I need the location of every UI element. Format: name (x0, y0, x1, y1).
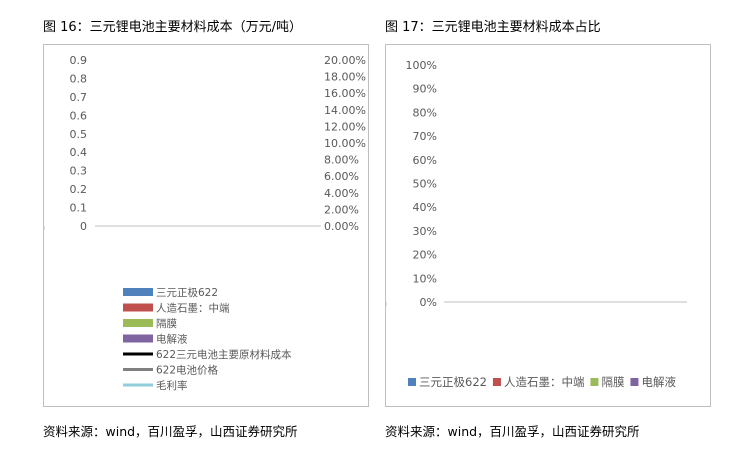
right-chart-panel: 0%10%20%30%40%50%60%70%80%90%100%2022/03… (325, 44, 711, 407)
left-y-tick-label: 0.7 (70, 91, 88, 104)
right-legend-swatch (630, 378, 639, 386)
right-y-tick-label: 0.00% (324, 220, 359, 233)
left-legend-label: 隔膜 (156, 318, 177, 330)
right-legend-item: 隔膜 (590, 375, 624, 389)
left-legend-swatch (123, 334, 153, 343)
right-chart-y-tick-label: 20% (413, 249, 437, 262)
right-y-tick-label: 14.00% (324, 104, 366, 117)
left-legend-item: 三元正极622 (123, 286, 218, 299)
right-figure-title: 图 17：三元锂电池主要材料成本占比 (385, 20, 601, 35)
left-legend-label: 622电池价格 (156, 364, 219, 377)
right-chart-y-tick-label: 90% (413, 83, 437, 96)
left-y-tick-label: 0.5 (70, 128, 88, 141)
right-legend-swatch (492, 378, 501, 386)
left-legend-swatch (123, 319, 153, 327)
right-source-note: 资料来源：wind，百川盈孚，山西证券研究所 (385, 424, 640, 439)
right-legend-label: 隔膜 (601, 375, 624, 389)
left-y-tick-label: 0.3 (70, 165, 88, 178)
right-chart-y-tick-label: 70% (413, 130, 437, 143)
right-chart-y-tick-label: 10% (413, 272, 437, 285)
left-legend-item: 人造石墨：中端 (123, 302, 230, 315)
left-figure-title: 图 16：三元锂电池主要材料成本（万元/吨） (43, 20, 303, 35)
right-chart: 0%10%20%30%40%50%60%70%80%90%100%2022/03… (325, 59, 687, 389)
right-y-tick-label: 20.00% (324, 54, 366, 67)
left-chart-panel: 0 0.1 0.2 0.3 0.4 0.5 0.6 0.7 0.8 0.9 0.00% 2.00% 4.… (0, 44, 369, 407)
left-y-tick-label: 0.1 (70, 202, 88, 215)
left-source-note: 资料来源：wind，百川盈孚，山西证券研究所 (43, 424, 298, 439)
left-legend-label: 三元正极622 (156, 286, 218, 299)
right-legend-item: 电解液 (630, 375, 676, 389)
right-legend-swatch (590, 378, 599, 386)
left-legend-item: 毛利率 (123, 379, 188, 392)
right-y-tick-label: 10.00% (324, 137, 366, 150)
right-y-tick-label: 2.00% (324, 203, 359, 216)
right-chart-y-tick-label: 100% (406, 59, 437, 72)
left-legend-item: 隔膜 (123, 318, 177, 330)
right-legend-label: 电解液 (641, 375, 676, 389)
left-legend-label: 电解液 (156, 333, 188, 346)
right-chart-y-tick-label: 40% (413, 201, 437, 214)
left-legend-label: 622三元电池主要原材料成本 (156, 348, 292, 361)
right-y-tick-label: 6.00% (324, 170, 359, 183)
left-legend-item: 622电池价格 (123, 364, 219, 377)
right-y-tick-label: 16.00% (324, 87, 366, 100)
right-legend-item: 三元正极622 (408, 375, 487, 389)
right-chart-y-tick-label: 60% (413, 154, 437, 167)
right-y-tick-label: 18.00% (324, 71, 366, 84)
left-y-tick-label: 0 (80, 220, 87, 233)
left-y-tick-label: 0.2 (70, 183, 88, 196)
left-legend-item: 622三元电池主要原材料成本 (123, 348, 292, 361)
left-y-tick-label: 0.4 (70, 146, 88, 159)
left-legend-swatch (123, 288, 153, 296)
left-legend-label: 人造石墨：中端 (156, 302, 230, 315)
left-legend-label: 毛利率 (156, 379, 188, 392)
left-y-tick-label: 0.9 (70, 54, 88, 67)
right-legend: 三元正极622 人造石墨：中端 隔膜 电解液 (408, 375, 676, 389)
right-chart-y-tick-label: 0% (420, 296, 437, 309)
right-y-tick-label: 4.00% (324, 187, 359, 200)
right-legend-item: 人造石墨：中端 (492, 375, 585, 389)
left-legend-swatch (123, 303, 153, 312)
right-legend-label: 人造石墨：中端 (504, 375, 585, 389)
left-y-tick-label: 0.8 (70, 72, 88, 85)
right-legend-label: 三元正极622 (419, 375, 487, 389)
left-chart: 0 0.1 0.2 0.3 0.4 0.5 0.6 0.7 0.8 0.9 0.00% 2.00% 4.… (0, 54, 366, 392)
left-legend-item: 电解液 (123, 333, 188, 346)
right-y-tick-label: 8.00% (324, 154, 359, 167)
right-legend-swatch (408, 378, 416, 386)
left-y-tick-label: 0.6 (70, 109, 88, 122)
right-chart-y-tick-label: 30% (413, 225, 437, 238)
right-y-tick-label: 12.00% (324, 120, 366, 133)
right-chart-y-tick-label: 50% (413, 178, 437, 191)
right-chart-y-tick-label: 80% (413, 106, 437, 119)
